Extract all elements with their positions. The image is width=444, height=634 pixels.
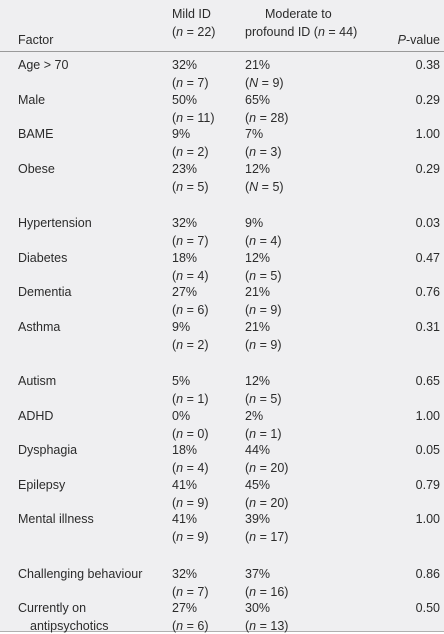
mild-cell: (n = 6) xyxy=(172,619,209,633)
moderate-cell: (n = 13) xyxy=(245,619,289,633)
moderate-cell: (n = 28) xyxy=(245,110,289,125)
p-value: 0.29 xyxy=(415,92,440,107)
moderate-cell: 45% xyxy=(245,477,271,492)
moderate-cell: (n = 9) xyxy=(245,337,282,352)
factor: Challenging behaviour xyxy=(18,566,143,581)
moderate-cell: 39% xyxy=(245,512,271,526)
moderate-cell: (n = 1) xyxy=(245,426,282,441)
moderate-cell: 21% xyxy=(245,58,271,72)
moderate-cell: (n = 20) xyxy=(245,461,289,475)
p-value: 0.03 xyxy=(415,216,440,230)
mild-cell: 32% xyxy=(172,566,198,581)
p-value: 1.00 xyxy=(415,512,440,526)
mild-cell: 27% xyxy=(172,601,198,615)
factor: Currently on xyxy=(18,601,87,615)
moderate-cell: 21% xyxy=(245,285,271,299)
factor: Dementia xyxy=(18,285,72,299)
factor: Dysphagia xyxy=(18,443,78,457)
mild-cell: 50% xyxy=(172,92,198,107)
mild-cell: (n = 7) xyxy=(172,584,209,599)
moderate-cell: 2% xyxy=(245,408,264,423)
moderate-cell: (n = 5) xyxy=(245,392,282,406)
factor: ADHD xyxy=(18,408,54,423)
moderate-cell: (N = 9) xyxy=(245,76,284,90)
factor: Male xyxy=(18,92,46,107)
factor: Obese xyxy=(18,161,55,176)
mild-cell: (n = 2) xyxy=(172,145,209,159)
mild-cell: (n = 7) xyxy=(172,76,209,90)
moderate-cell: (n = 4) xyxy=(245,234,282,248)
p-value: 0.05 xyxy=(415,443,440,457)
mild-cell: 0% xyxy=(172,408,191,423)
mild-cell: (n = 11) xyxy=(172,110,215,125)
p-value: 0.29 xyxy=(415,161,440,176)
p-value: 0.50 xyxy=(415,601,440,615)
p-value: 0.76 xyxy=(415,285,440,299)
mild-cell: (n = 9) xyxy=(172,495,209,510)
p-value: 1.00 xyxy=(415,408,440,423)
p-value: 1.00 xyxy=(415,127,440,141)
mild-cell: 18% xyxy=(172,443,198,457)
moderate-cell: (n = 5) xyxy=(245,268,282,283)
moderate-cell: 37% xyxy=(245,566,271,581)
moderate-cell: 65% xyxy=(245,92,271,107)
p-value: 0.38 xyxy=(415,58,440,72)
mild-cell: (n = 7) xyxy=(172,234,209,248)
factor: antipsychotics xyxy=(30,619,109,633)
moderate-cell: (n = 9) xyxy=(245,303,282,317)
factor: Age > 70 xyxy=(18,58,69,72)
mild-cell: 41% xyxy=(172,477,198,492)
mild-cell: 27% xyxy=(172,285,198,299)
factor: Epilepsy xyxy=(18,477,66,492)
factor: Autism xyxy=(18,374,57,388)
mild-cell: (n = 1) xyxy=(172,392,209,406)
factor: Asthma xyxy=(18,319,61,334)
moderate-cell: 7% xyxy=(245,127,264,141)
mild-cell: 18% xyxy=(172,250,198,265)
mild-cell: 32% xyxy=(172,58,198,72)
moderate-cell: (n = 20) xyxy=(245,495,289,510)
p-value: 0.31 xyxy=(415,319,440,334)
header-factor: Factor xyxy=(18,33,54,47)
moderate-cell: 21% xyxy=(245,319,271,334)
moderate-cell: 12% xyxy=(245,161,271,176)
p-value: 0.79 xyxy=(415,477,440,492)
mild-cell: 5% xyxy=(172,374,191,388)
factor: Diabetes xyxy=(18,250,68,265)
header-p: P-value xyxy=(397,33,440,47)
header-mild: Mild ID xyxy=(172,7,211,21)
mild-cell: (n = 2) xyxy=(172,337,209,352)
moderate-cell: (n = 16) xyxy=(245,584,289,599)
mild-cell: (n = 0) xyxy=(172,426,209,441)
moderate-cell: 44% xyxy=(245,443,271,457)
mild-cell: (n = 6) xyxy=(172,303,209,317)
mild-cell: 9% xyxy=(172,319,191,334)
factor: BAME xyxy=(18,127,54,141)
factor: Hypertension xyxy=(18,216,92,230)
p-value: 0.65 xyxy=(415,374,440,388)
header-moderate: Moderate to xyxy=(265,7,332,21)
mild-cell: (n = 5) xyxy=(172,179,209,194)
header-rule xyxy=(0,51,444,52)
moderate-cell: 9% xyxy=(245,216,264,230)
p-value: 0.86 xyxy=(415,566,440,581)
moderate-cell: 30% xyxy=(245,601,271,615)
header-mild: (n = 22) xyxy=(172,25,216,39)
moderate-cell: (n = 17) xyxy=(245,530,289,544)
moderate-cell: 12% xyxy=(245,250,271,265)
moderate-cell: (n = 3) xyxy=(245,145,282,159)
p-value: 0.47 xyxy=(415,250,440,265)
mild-cell: (n = 4) xyxy=(172,461,209,475)
mild-cell: 32% xyxy=(172,216,198,230)
mild-cell: 9% xyxy=(172,127,191,141)
mild-cell: (n = 9) xyxy=(172,530,209,544)
mild-cell: (n = 4) xyxy=(172,268,209,283)
moderate-cell: (N = 5) xyxy=(245,179,284,194)
header-moderate: profound ID (n = 44) xyxy=(245,25,358,39)
factor: Mental illness xyxy=(18,512,94,526)
moderate-cell: 12% xyxy=(245,374,271,388)
mild-cell: 23% xyxy=(172,161,198,176)
mild-cell: 41% xyxy=(172,512,198,526)
